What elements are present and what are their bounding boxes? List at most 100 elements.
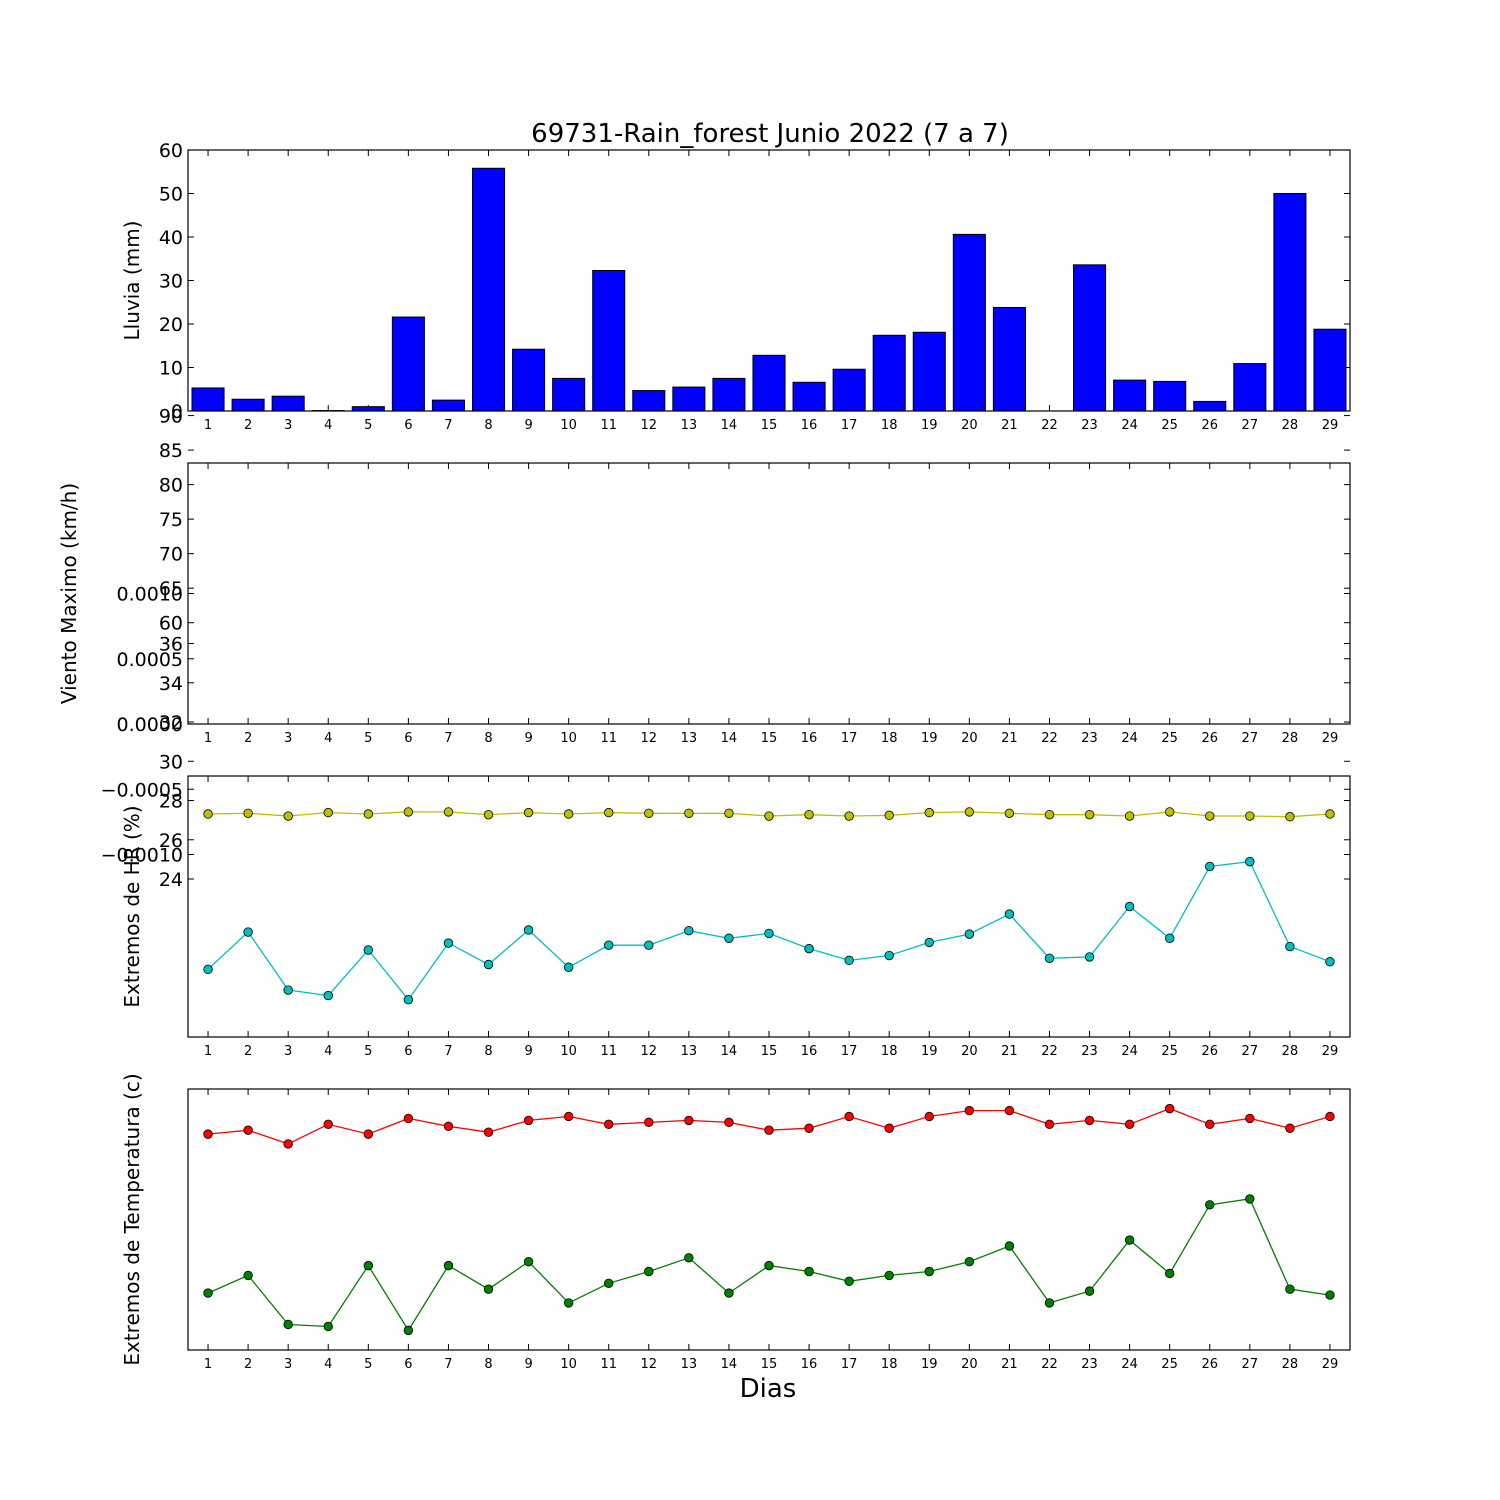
temp-x-tick-label: 26 <box>1201 1357 1218 1372</box>
rain-x-tick-label: 9 <box>524 418 532 433</box>
wind-x-tick-label: 1 <box>204 731 212 746</box>
wind-x-tick-label: 24 <box>1121 731 1138 746</box>
temp-series-point <box>1084 1115 1095 1126</box>
temp-series-point <box>1245 1194 1255 1204</box>
temp-series-point <box>203 1129 213 1139</box>
wind-x-tick-label: 23 <box>1081 731 1098 746</box>
temp-series-point <box>844 1276 854 1287</box>
rain-bar <box>191 387 225 412</box>
wind-x-tick-label: 8 <box>484 731 492 746</box>
temp-series-point <box>764 1125 774 1135</box>
wind-x-tick-label: 4 <box>324 731 332 746</box>
hr-series-point <box>1285 812 1295 822</box>
hr-series-point <box>1325 957 1335 967</box>
hr-series-point <box>443 938 454 948</box>
temp-series-point <box>1205 1119 1215 1130</box>
rain-x-tick-label: 6 <box>404 418 412 433</box>
rain-x-tick-label: 24 <box>1121 418 1138 433</box>
temp-y-tick-label: 26 <box>159 830 183 852</box>
x-axis-label: Dias <box>740 1374 797 1404</box>
hr-series-point <box>924 807 934 818</box>
temp-x-tick-label: 15 <box>761 1357 778 1372</box>
temp-series-point <box>363 1260 374 1271</box>
hr-y-tick-label: 80 <box>159 475 183 497</box>
temp-x-tick-label: 29 <box>1322 1357 1339 1372</box>
wind-y-tick-label: 0.0010 <box>117 584 183 606</box>
temp-series-point <box>1124 1235 1135 1245</box>
temp-series-point <box>1164 1103 1175 1114</box>
rain-x-tick-label: 29 <box>1322 418 1339 433</box>
hr-x-tick-label: 2 <box>244 1044 252 1059</box>
hr-series-point <box>1044 809 1055 820</box>
rain-x-tick-label: 25 <box>1161 418 1178 433</box>
rain-bar <box>1073 264 1107 412</box>
rain-y-tick-label: 0 <box>171 401 183 423</box>
temp-y-tick-label: 34 <box>159 673 183 695</box>
hr-x-tick-label: 12 <box>641 1044 658 1059</box>
rain-x-tick-label: 8 <box>484 418 492 433</box>
hr-x-tick-label: 23 <box>1081 1044 1098 1059</box>
figure-title: 69731-Rain_forest Junio 2022 (7 a 7) <box>531 119 1009 149</box>
hr-series-point <box>363 945 374 955</box>
rain-bar <box>592 269 626 412</box>
rain-x-tick-label: 4 <box>324 418 332 433</box>
wind-x-tick-label: 14 <box>721 731 738 746</box>
hr-series-point <box>1164 933 1175 943</box>
temp-x-tick-label: 17 <box>841 1357 858 1372</box>
hr-series-point <box>283 985 293 995</box>
rain-x-tick-label: 26 <box>1201 418 1218 433</box>
hr-series-point <box>724 933 734 943</box>
hr-x-tick-label: 7 <box>444 1044 452 1059</box>
rain-bar <box>231 398 265 412</box>
hr-series-point <box>243 808 253 818</box>
wind-x-tick-label: 7 <box>444 731 452 746</box>
temp-x-tick-label: 1 <box>204 1357 212 1372</box>
hr-series-point <box>483 959 494 970</box>
hr-y-axis-label: Extremos de HR (%) <box>120 805 144 1007</box>
temp-y-tick-label: 28 <box>159 791 183 813</box>
rain-bar <box>552 377 586 412</box>
rain-x-tick-label: 22 <box>1041 418 1058 433</box>
rain-x-tick-label: 10 <box>560 418 577 433</box>
hr-series-point <box>1164 807 1175 817</box>
temp-series-point <box>1004 1105 1015 1116</box>
temp-series-point <box>644 1117 654 1128</box>
wind-x-tick-label: 21 <box>1001 731 1018 746</box>
hr-series-point <box>1245 811 1255 821</box>
temp-y-tick-label: 32 <box>159 712 183 734</box>
rain-bar <box>632 390 666 412</box>
hr-series-point <box>243 927 253 937</box>
wind-x-tick-label: 18 <box>881 731 898 746</box>
wind-x-tick-label: 16 <box>801 731 818 746</box>
hr-y-tick-label: 70 <box>159 544 183 566</box>
temp-series-point <box>1325 1111 1335 1122</box>
wind-x-tick-label: 10 <box>560 731 577 746</box>
rain-bar <box>672 386 706 412</box>
rain-bar <box>792 381 826 412</box>
temp-series-point <box>804 1266 814 1277</box>
hr-series-point <box>924 937 934 948</box>
rain-bar <box>712 377 746 412</box>
hr-series-point <box>1245 856 1255 867</box>
rain-bar <box>512 348 546 412</box>
temp-series-point <box>964 1105 975 1116</box>
temp-series-point <box>1205 1200 1215 1210</box>
temp-x-tick-label: 12 <box>641 1357 658 1372</box>
hr-series-point <box>684 808 694 818</box>
temp-series-point <box>884 1123 894 1133</box>
temp-series-point <box>243 1270 253 1281</box>
rain-x-tick-label: 11 <box>600 418 617 433</box>
wind-x-tick-label: 2 <box>244 731 252 746</box>
rain-y-tick-label: 50 <box>159 184 183 206</box>
rain-x-tick-label: 13 <box>681 418 698 433</box>
temp-series-point <box>363 1129 374 1139</box>
wind-x-tick-label: 9 <box>524 731 532 746</box>
rain-x-tick-label: 3 <box>284 418 292 433</box>
hr-series-point <box>363 809 374 819</box>
hr-series-point <box>403 807 414 817</box>
temp-series-point <box>604 1119 614 1130</box>
temp-series-point <box>1044 1298 1055 1308</box>
